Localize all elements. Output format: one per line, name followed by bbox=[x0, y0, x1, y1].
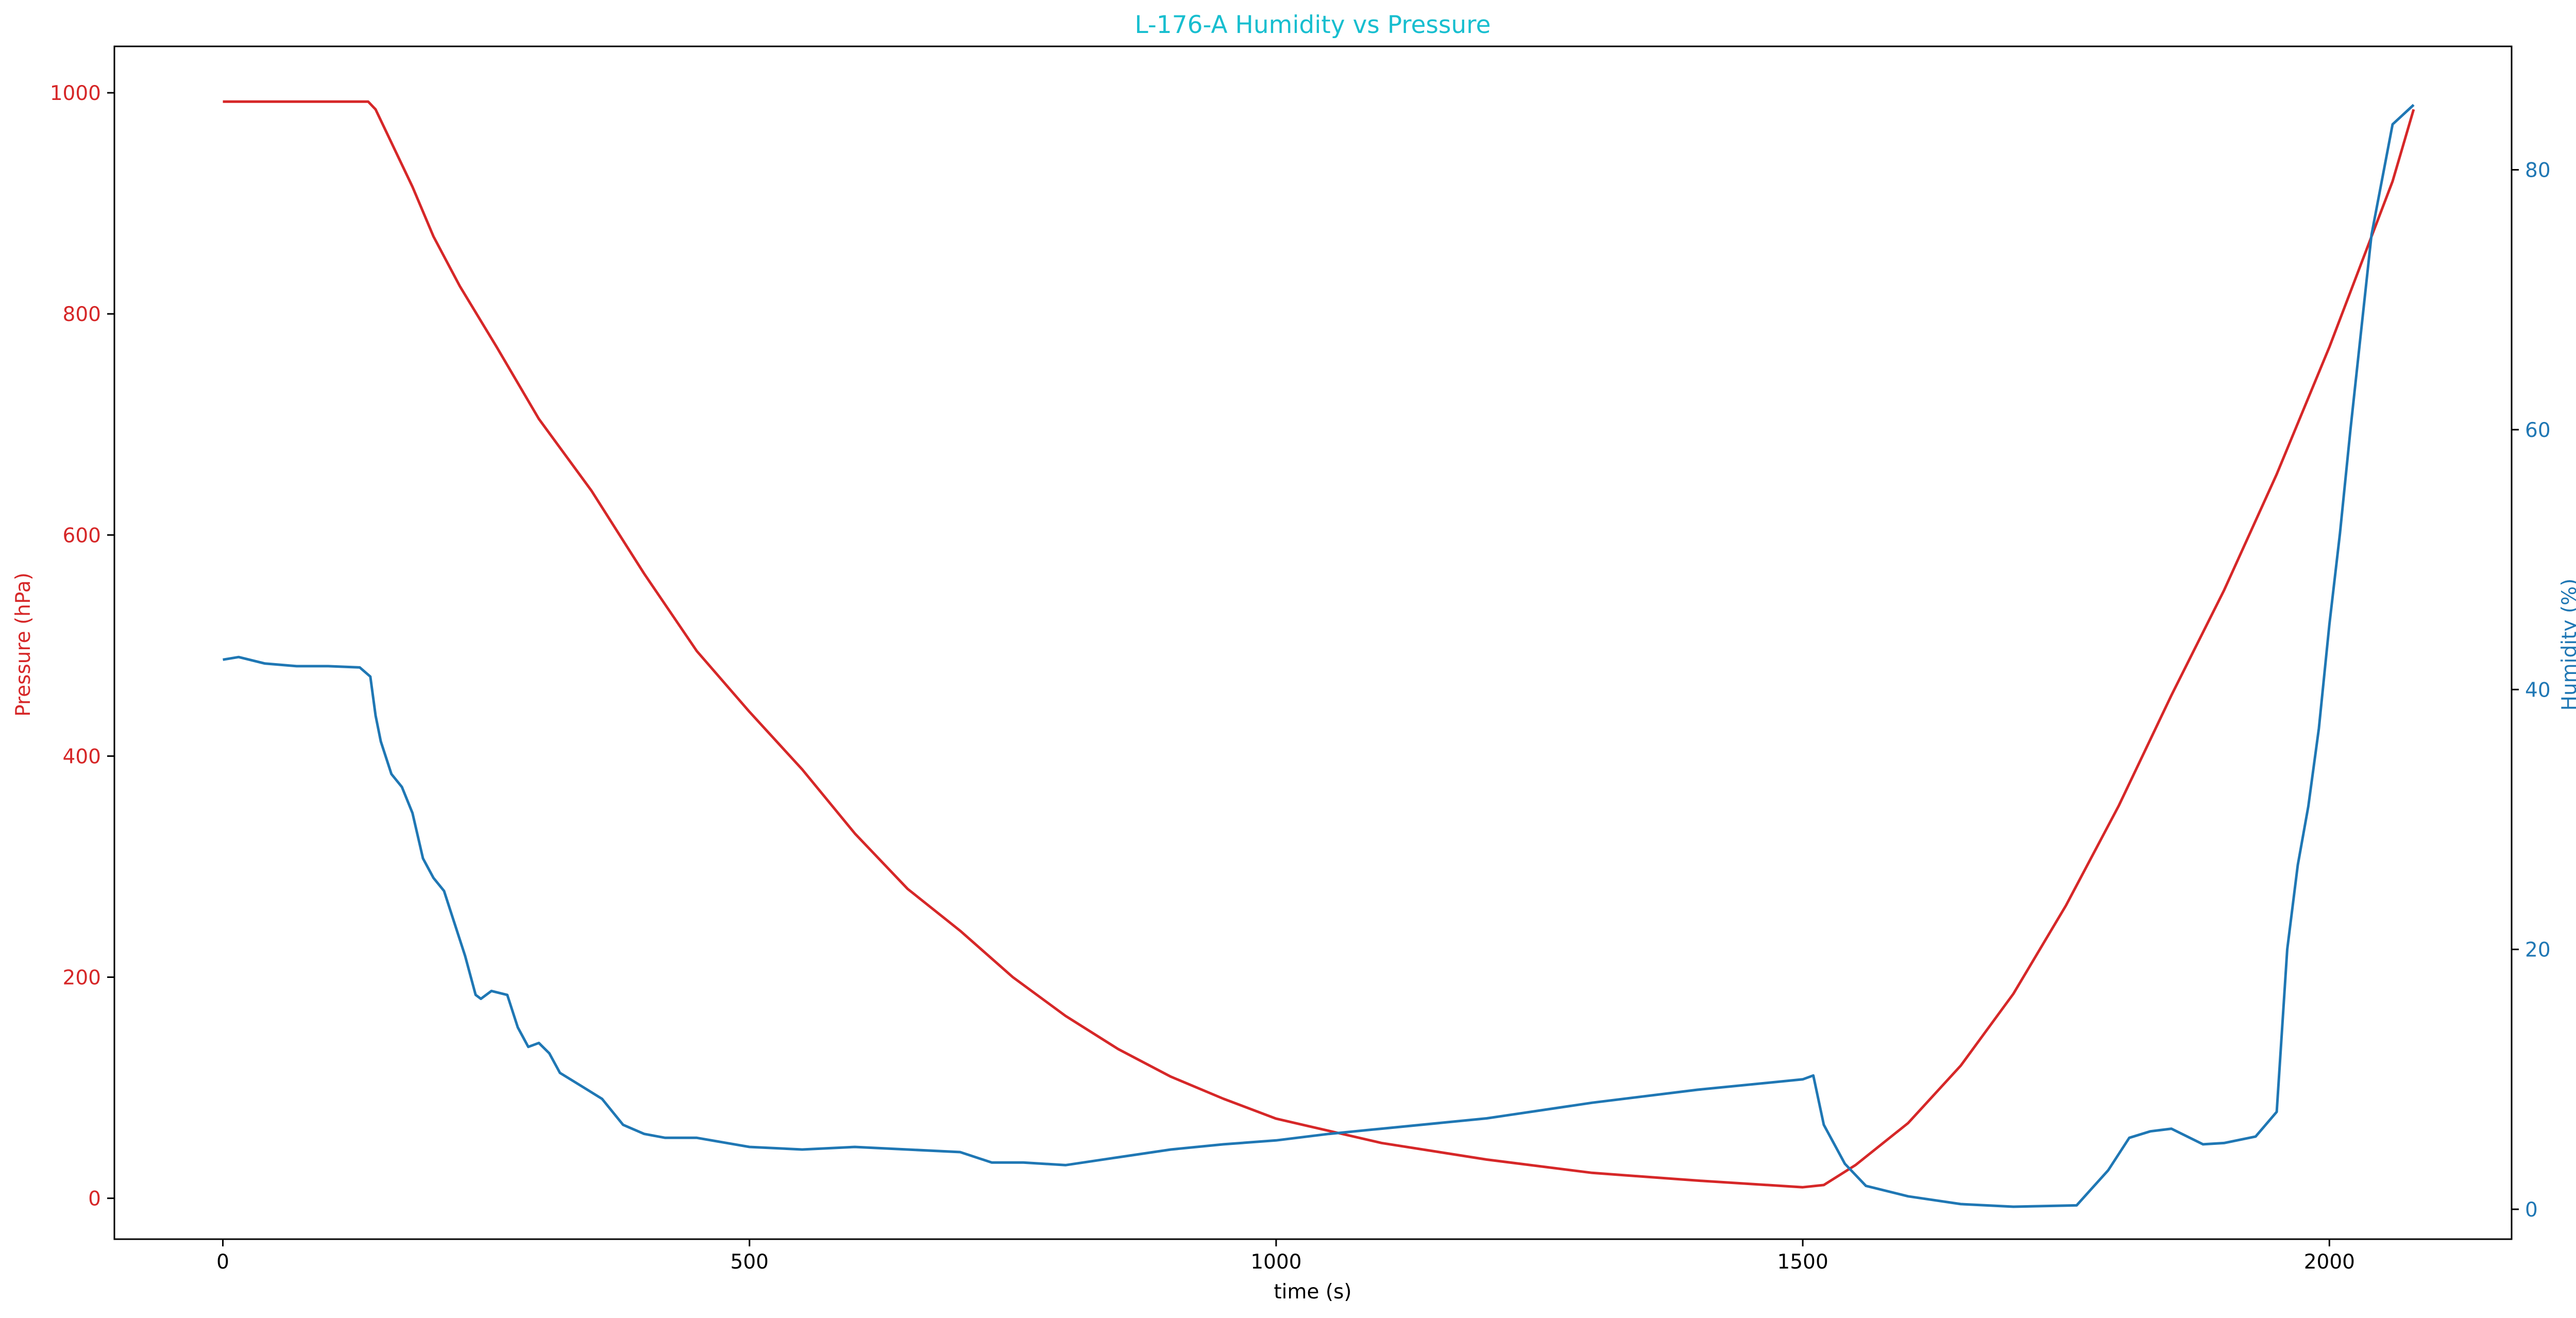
plot-spines bbox=[113, 45, 2513, 1240]
y-left-tick-label: 200 bbox=[63, 967, 101, 990]
y-right-tick-label: 20 bbox=[2525, 939, 2551, 962]
y-right-axis-label: Humidity (%) bbox=[2558, 579, 2576, 711]
y-right-tick-label: 60 bbox=[2525, 419, 2551, 442]
x-axis-label: time (s) bbox=[1274, 1280, 1351, 1304]
y-left-tick-label: 600 bbox=[63, 524, 101, 547]
x-tick-label: 2000 bbox=[2304, 1251, 2355, 1274]
humidity-line bbox=[223, 104, 2415, 1208]
y-left-axis-label: Pressure (hPa) bbox=[12, 572, 35, 717]
x-tick-label: 1000 bbox=[1250, 1251, 1301, 1274]
x-axis-ticks: 0 500 1000 1500 2000 bbox=[216, 1239, 2355, 1274]
y-right-tick-label: 0 bbox=[2525, 1198, 2538, 1222]
y-left-tick-label: 800 bbox=[63, 303, 101, 326]
chart-title: L-176-A Humidity vs Pressure bbox=[1134, 11, 1490, 39]
y-right-tick-label: 40 bbox=[2525, 679, 2551, 702]
pressure-line bbox=[223, 100, 2415, 1189]
y-left-tick-label: 0 bbox=[88, 1188, 101, 1211]
y-right-axis-ticks: 0 20 40 60 80 bbox=[2512, 159, 2551, 1222]
x-tick-label: 1500 bbox=[1777, 1251, 1828, 1274]
y-right-tick-label: 80 bbox=[2525, 159, 2551, 182]
y-left-tick-label: 400 bbox=[63, 745, 101, 768]
x-tick-label: 500 bbox=[731, 1251, 769, 1274]
y-left-axis-ticks: 0 200 400 600 800 1000 bbox=[50, 82, 114, 1211]
y-left-tick-label: 1000 bbox=[50, 82, 101, 105]
x-tick-label: 0 bbox=[216, 1251, 229, 1274]
plot-frame bbox=[113, 45, 2513, 1240]
